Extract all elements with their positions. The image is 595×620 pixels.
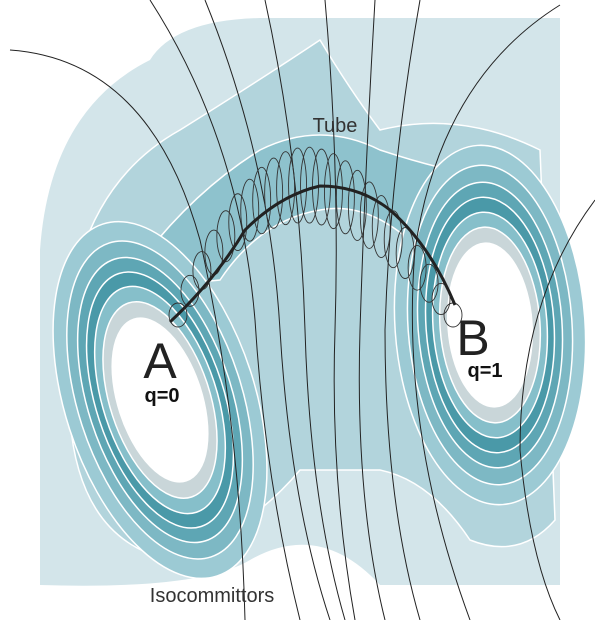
page: Tube A q=0 B q=1 Isocommittors (() => { … [0,0,595,620]
state-b-label: B [456,310,489,366]
state-a-label: A [143,333,177,389]
isocommittors-label: Isocommittors [150,585,274,607]
q-a-label: q=0 [144,385,179,407]
tube-label: Tube [313,115,358,137]
committor-diagram: Tube A q=0 B q=1 Isocommittors [0,0,595,620]
q-b-label: q=1 [467,360,502,382]
